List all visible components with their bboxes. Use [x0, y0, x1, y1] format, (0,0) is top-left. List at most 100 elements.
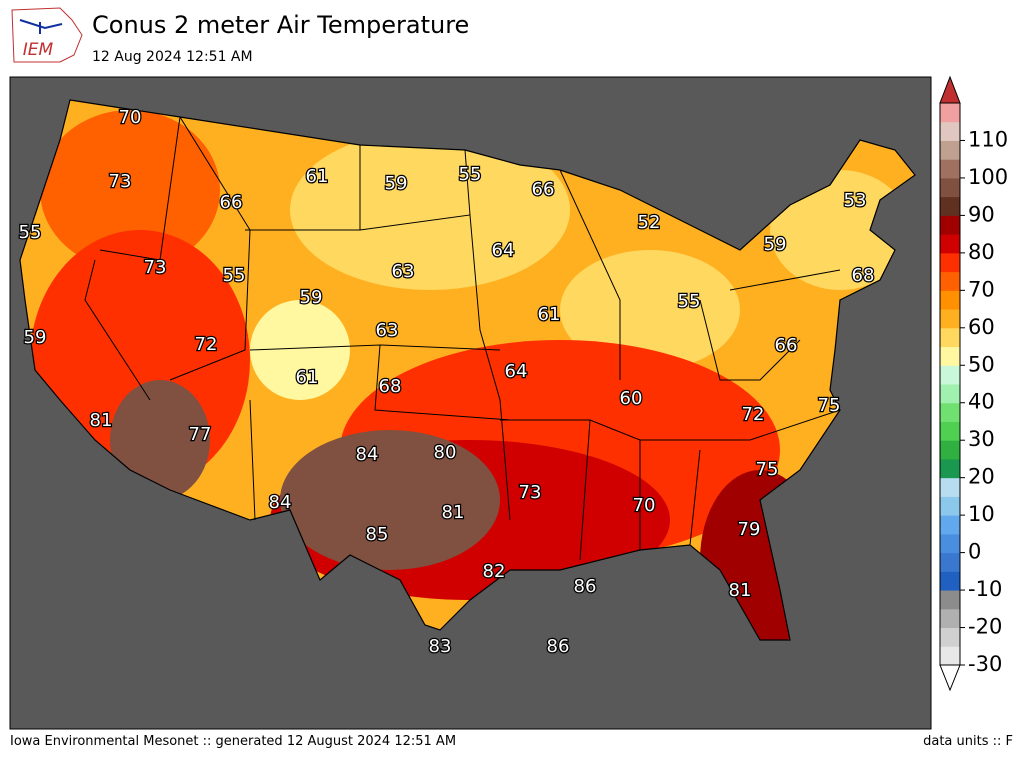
colorbar-tick-label: 110 [968, 127, 1008, 151]
station-value: 85 [366, 524, 389, 545]
station-value: 75 [818, 395, 841, 416]
station-value: 73 [519, 482, 542, 503]
colorbar-tick-label: -20 [968, 615, 1002, 639]
colorbar-bin [940, 140, 960, 160]
colorbar-bin [940, 440, 960, 460]
station-value: 64 [505, 361, 528, 382]
colorbar-tick-label: 40 [968, 390, 995, 414]
station-value: 70 [633, 495, 656, 516]
colorbar-under [939, 664, 961, 692]
station-value: 61 [296, 367, 319, 388]
colorbar-tick-label: -10 [968, 577, 1002, 601]
station-value: 59 [300, 287, 323, 308]
logo-text: IEM [23, 40, 54, 60]
colorbar-bin [940, 159, 960, 179]
station-value: 81 [729, 580, 752, 601]
station-value: 83 [429, 636, 452, 657]
station-value: 63 [376, 320, 399, 341]
title: Conus 2 meter Air Temperature [92, 11, 469, 39]
colorbar-bin [940, 515, 960, 535]
colorbar-bin [940, 458, 960, 479]
colorbar-bin [940, 421, 960, 441]
colorbar-bin [940, 552, 960, 572]
colorbar-bin [940, 234, 960, 254]
station-value: 81 [90, 410, 113, 431]
colorbar-bin [940, 627, 960, 647]
station-value: 86 [574, 576, 597, 597]
station-value: 84 [269, 492, 292, 513]
station-value: 61 [306, 166, 329, 187]
colorbar-bin [940, 590, 960, 610]
colorbar-bin [940, 346, 960, 366]
colorbar-over [939, 75, 961, 104]
colorbar-bin [940, 103, 960, 123]
colorbar-bin [940, 402, 960, 422]
station-value: 66 [532, 179, 555, 200]
station-value: 70 [119, 107, 142, 128]
station-value: 55 [678, 291, 701, 312]
colorbar-bin [940, 608, 960, 629]
colorbar-tick-label: -30 [968, 652, 1002, 676]
logo: IEM [11, 7, 83, 63]
state-lines [84, 116, 841, 561]
station-value: 73 [109, 171, 132, 192]
footer-right: data units :: F [923, 734, 1013, 749]
station-value: 72 [195, 334, 218, 355]
station-value: 82 [483, 561, 506, 582]
colorbar-bin [940, 196, 960, 216]
colorbar-bin [940, 646, 960, 666]
colorbar-bin [940, 384, 960, 404]
colorbar-tick-label: 100 [968, 165, 1008, 189]
station-value: 59 [24, 327, 47, 348]
colorbar-tick-label: 30 [968, 427, 995, 451]
colorbar-bin [940, 309, 960, 329]
station-value: 86 [547, 636, 570, 657]
station-value: 75 [756, 459, 779, 480]
station-value: 55 [459, 164, 482, 185]
station-value: 63 [392, 261, 415, 282]
subtitle: 12 Aug 2024 12:51 AM [92, 49, 253, 65]
station-value: 66 [220, 192, 243, 213]
footer-left: Iowa Environmental Mesonet :: generated … [10, 734, 456, 749]
station-value: 68 [379, 376, 402, 397]
station-value: 60 [620, 388, 643, 409]
station-value: 61 [538, 304, 561, 325]
station-value: 81 [442, 502, 465, 523]
colorbar-tick-label: 0 [968, 540, 981, 564]
station-value: 59 [385, 173, 408, 194]
colorbar-bin [940, 496, 960, 516]
colorbar-tick-label: 10 [968, 502, 995, 526]
station-labels: 70 73 55 73 55 59 72 81 77 61 66 59 55 66 52 53 59 68 64 63… [17, 106, 875, 659]
colorbar-bin [940, 477, 960, 497]
station-value: 68 [852, 265, 875, 286]
colorbar-tick-label: 50 [968, 352, 995, 376]
station-value: 84 [356, 444, 379, 465]
station-value: 52 [638, 212, 661, 233]
colorbar-tick-label: 60 [968, 315, 995, 339]
station-value: 79 [738, 519, 761, 540]
colorbar-bin [940, 271, 960, 291]
colorbar-bin [940, 215, 960, 235]
colorbar-bin [940, 533, 960, 554]
station-value: 72 [742, 404, 765, 425]
colorbar-bin [940, 571, 960, 591]
station-value: 80 [434, 442, 457, 463]
colorbar-bin [940, 121, 960, 141]
station-value: 55 [19, 222, 42, 243]
colorbar-bin [940, 365, 960, 385]
station-value: 66 [775, 335, 798, 356]
colorbar-bin [940, 290, 960, 310]
colorbar-bin [940, 177, 960, 198]
colorbar-tick-label: 80 [968, 240, 995, 264]
station-value: 53 [844, 190, 867, 211]
station-value: 59 [764, 234, 787, 255]
station-value: 55 [223, 265, 246, 286]
station-value: 64 [492, 240, 515, 261]
colorbar-bin [940, 327, 960, 348]
colorbar-tick-label: 20 [968, 465, 995, 489]
colorbar-tick-label: 70 [968, 277, 995, 301]
station-value: 77 [189, 424, 212, 445]
